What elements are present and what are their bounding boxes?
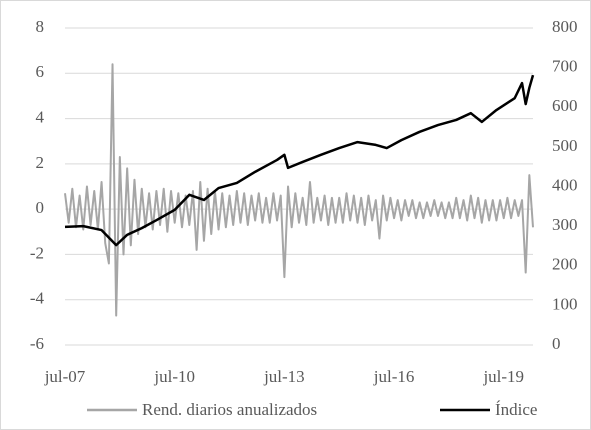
y-tick-label: 4 — [36, 107, 45, 126]
y2-tick-label: 700 — [552, 57, 578, 76]
y-tick-label: -4 — [30, 289, 45, 308]
y2-tick-label: 0 — [552, 334, 561, 353]
y2-tick-label: 300 — [552, 215, 578, 234]
y2-tick-label: 100 — [552, 294, 578, 313]
legend-label: Índice — [495, 400, 537, 419]
legend-label: Rend. diarios anualizados — [142, 400, 317, 419]
x-tick-label: jul-07 — [44, 367, 86, 386]
y2-tick-label: 600 — [552, 96, 578, 115]
y-tick-label: 2 — [36, 153, 45, 172]
y-tick-label: -2 — [30, 243, 44, 262]
series-line — [64, 63, 534, 317]
x-tick-label: jul-19 — [482, 367, 524, 386]
series-line — [64, 74, 535, 247]
y2-tick-label: 200 — [552, 255, 578, 274]
y2-tick-label: 400 — [552, 175, 578, 194]
y-tick-label: 8 — [36, 17, 45, 36]
y2-tick-label: 500 — [552, 136, 578, 155]
y-tick-label: 0 — [36, 198, 45, 217]
x-tick-label: jul-10 — [153, 367, 195, 386]
y-tick-label: -6 — [30, 334, 44, 353]
y-tick-label: 6 — [36, 62, 45, 81]
y2-tick-label: 800 — [552, 17, 578, 36]
x-tick-label: jul-13 — [263, 367, 305, 386]
x-tick-label: jul-16 — [373, 367, 415, 386]
